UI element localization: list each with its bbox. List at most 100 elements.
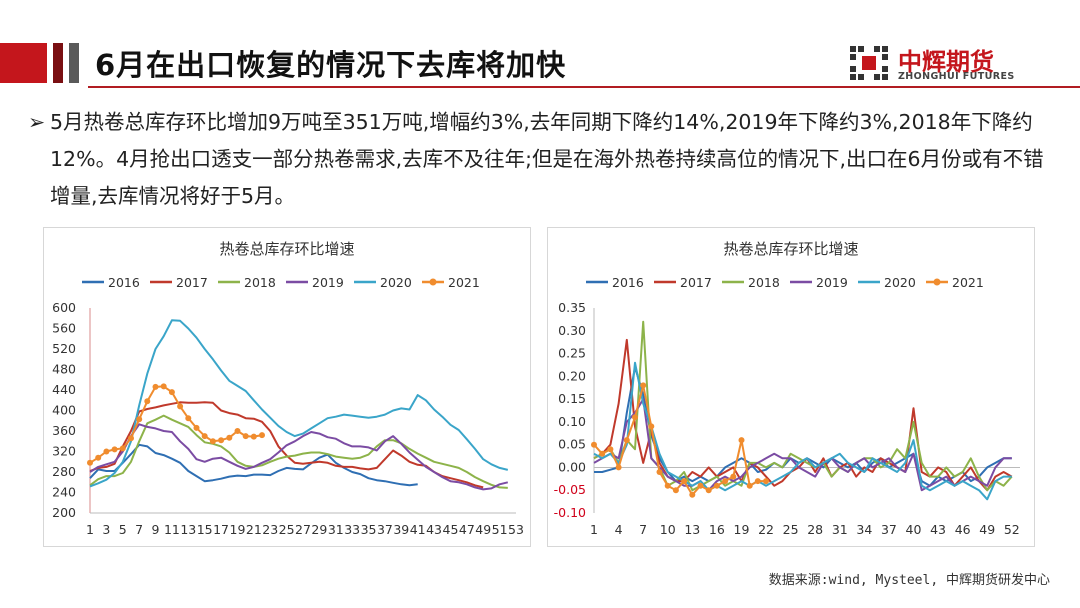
data-point-2021 (259, 432, 265, 439)
x-tick-label: 39 (393, 522, 409, 537)
data-point-2021 (763, 478, 769, 485)
series-line-2020 (593, 361, 1012, 501)
data-point-2021 (640, 382, 647, 389)
y-tick-label: 0.25 (558, 346, 586, 361)
series-line-2021 (89, 385, 263, 464)
y-tick-label: -0.10 (554, 505, 586, 520)
data-point-2021 (754, 478, 761, 485)
x-tick-label: 35 (361, 522, 377, 537)
data-point-2021 (697, 482, 704, 489)
x-tick-label: 16 (709, 522, 725, 537)
summary-text: 5月热卷总库存环比增加9万吨至351万吨,增幅约3%,去年同期下降约14%,20… (50, 110, 1044, 208)
x-tick-label: 46 (955, 522, 971, 537)
data-point-2021 (664, 482, 671, 489)
y-tick-label: 400 (52, 403, 76, 418)
legend-item-2018: 2018 (722, 275, 780, 290)
data-point-2021 (160, 383, 167, 390)
y-tick-label: 440 (52, 382, 76, 397)
x-tick-label: 19 (230, 522, 246, 537)
y-tick-label: -0.05 (554, 482, 586, 497)
data-point-2021 (136, 416, 143, 423)
data-point-2021 (615, 464, 622, 471)
data-point-2021 (152, 383, 159, 390)
data-point-2021 (177, 403, 184, 410)
data-point-2021 (242, 433, 249, 440)
data-point-2021 (168, 389, 175, 396)
x-tick-label: 13 (180, 522, 196, 537)
data-point-2021 (234, 428, 241, 434)
x-tick-label: 53 (508, 522, 524, 537)
x-tick-label: 37 (881, 522, 897, 537)
legend-item-2019: 2019 (286, 275, 344, 290)
bullet-arrow-icon: ➢ (28, 110, 46, 134)
x-tick-label: 27 (295, 522, 311, 537)
y-tick-label: 320 (52, 444, 76, 459)
x-tick-label: 10 (660, 522, 676, 537)
header-accent-bar-gray (69, 43, 79, 83)
legend-item-2021: 2021 (422, 275, 480, 290)
y-tick-label: 520 (52, 341, 76, 356)
legend-label: 2016 (108, 275, 140, 290)
series-line-2017 (593, 338, 1013, 492)
x-tick-label: 49 (979, 522, 995, 537)
x-tick-label: 43 (426, 522, 442, 537)
x-tick-label: 3 (102, 522, 110, 537)
data-point-2021 (689, 491, 696, 498)
data-point-2021 (144, 398, 151, 405)
legend-item-2016: 2016 (82, 275, 140, 290)
legend-label: 2020 (380, 275, 412, 290)
data-point-2021 (95, 454, 102, 461)
legend-item-2017: 2017 (150, 275, 208, 290)
x-tick-label: 25 (783, 522, 799, 537)
legend-item-2020: 2020 (858, 275, 916, 290)
chart-title: 热卷总库存环比增速 (219, 240, 354, 258)
data-point-2021 (713, 482, 720, 489)
x-tick-label: 29 (311, 522, 327, 537)
series-line-2019 (89, 423, 509, 491)
x-tick-label: 33 (344, 522, 360, 537)
x-tick-label: 4 (615, 522, 623, 537)
y-tick-label: 280 (52, 464, 76, 479)
data-point-2021 (681, 478, 688, 485)
data-point-2021 (738, 437, 745, 444)
chart-inventory-growth: 热卷总库存环比增速 2016 2017 2018 2019 2020 2021 -0.10 -0… (547, 227, 1035, 547)
chart-svg-left: 热卷总库存环比增速 2016 2017 2018 2019 2020 2021 200 240 2… (52, 240, 524, 537)
x-tick-label: 37 (377, 522, 393, 537)
y-tick-label: 480 (52, 362, 76, 377)
data-point-2021 (111, 446, 118, 453)
data-point-2021 (193, 424, 200, 431)
data-source-note: 数据来源:wind, Mysteel, 中辉期货研发中心 (768, 573, 1050, 588)
data-point-2021 (209, 438, 216, 445)
chart-title: 热卷总库存环比增速 (723, 240, 858, 258)
x-tick-label: 5 (119, 522, 127, 537)
legend-item-2021: 2021 (926, 275, 984, 290)
x-tick-label: 49 (475, 522, 491, 537)
logo-mark-icon (850, 46, 888, 80)
page-title: 6月在出口恢复的情况下去库将加快 (95, 48, 567, 82)
legend-marker (933, 278, 941, 286)
x-tick-label: 9 (152, 522, 160, 537)
y-tick-label: 560 (52, 321, 76, 336)
x-tick-label: 7 (135, 522, 143, 537)
legend-label: 2021 (448, 275, 480, 290)
x-tick-label: 28 (807, 522, 823, 537)
data-point-2021 (250, 433, 257, 440)
data-point-2021 (705, 487, 712, 494)
header-accent-bar-dark (53, 43, 63, 83)
data-point-2021 (185, 415, 192, 422)
x-tick-label: 45 (443, 522, 459, 537)
data-point-2021 (218, 437, 225, 444)
x-tick-label: 1 (86, 522, 94, 537)
data-point-2021 (103, 448, 110, 455)
x-tick-label: 51 (492, 522, 508, 537)
y-tick-label: 600 (52, 300, 76, 315)
series-line-2019 (593, 398, 1012, 492)
x-tick-label: 34 (856, 522, 872, 537)
series-line-2018 (89, 414, 508, 489)
data-point-2021 (672, 487, 679, 494)
y-tick-label: 0.15 (558, 391, 586, 406)
x-tick-label: 41 (410, 522, 426, 537)
data-point-2021 (656, 469, 663, 475)
x-tick-label: 1 (590, 522, 598, 537)
header-divider (88, 86, 1080, 88)
